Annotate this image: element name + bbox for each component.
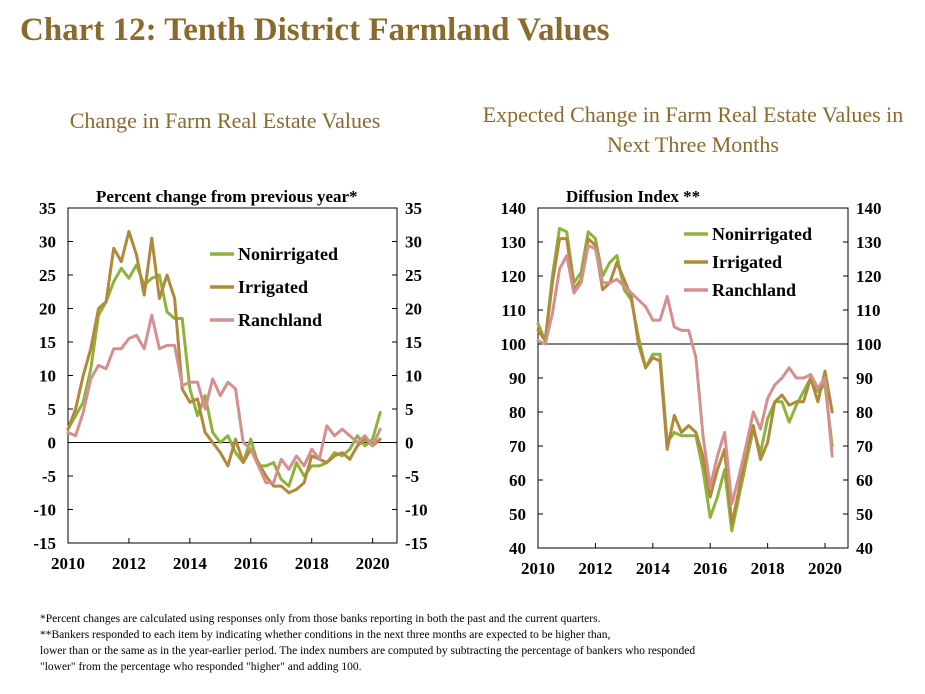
y-tick-label-right: 0 — [405, 434, 414, 453]
x-tick-label: 2018 — [751, 559, 785, 578]
y-tick-label-left: 100 — [501, 335, 527, 354]
x-tick-label: 2014 — [636, 559, 671, 578]
y-tick-label-left: 40 — [509, 539, 526, 558]
y-tick-label-left: -5 — [42, 467, 56, 486]
y-tick-label-left: 10 — [39, 367, 56, 386]
y-tick-label-right: 70 — [856, 437, 873, 456]
y-tick-label-left: 50 — [509, 505, 526, 524]
y-axis-label: Percent change from previous year* — [96, 187, 358, 206]
x-tick-label: 2016 — [234, 554, 268, 573]
left-chart-title: Change in Farm Real Estate Values — [69, 108, 381, 133]
y-tick-label-right: 110 — [856, 301, 881, 320]
y-tick-label-right: 40 — [856, 539, 873, 558]
y-tick-label-left: 35 — [39, 199, 56, 218]
y-tick-label-right: 60 — [856, 471, 873, 490]
legend-label-ranchland: Ranchland — [238, 310, 322, 330]
y-tick-label-left: 5 — [48, 400, 57, 419]
x-tick-label: 2012 — [578, 559, 612, 578]
y-tick-label-left: 15 — [39, 333, 56, 352]
right-chart-title: Expected Change in Farm Real Estate Valu… — [482, 102, 904, 157]
series-line-ranchland — [536, 243, 834, 506]
x-tick-label: 2014 — [173, 554, 208, 573]
y-axis-label: Diffusion Index ** — [566, 187, 700, 206]
y-tick-label-left: 120 — [501, 267, 527, 286]
y-tick-label-right: 100 — [856, 335, 882, 354]
y-tick-label-left: 140 — [501, 199, 527, 218]
x-tick-label: 2018 — [295, 554, 329, 573]
series-line-ranchland — [66, 313, 382, 485]
y-tick-label-right: 5 — [405, 400, 414, 419]
y-tick-label-left: 80 — [509, 403, 526, 422]
y-tick-label-right: 130 — [856, 233, 882, 252]
legend-label-nonirrigated: Nonirrigated — [712, 224, 812, 244]
y-tick-label-left: 25 — [39, 266, 56, 285]
y-tick-label-left: 110 — [501, 301, 526, 320]
y-tick-label-left: 90 — [509, 369, 526, 388]
y-tick-label-right: 140 — [856, 199, 882, 218]
y-tick-label-right: -10 — [405, 501, 428, 520]
y-tick-label-right: 15 — [405, 333, 422, 352]
footnote-line: *Percent changes are calculated using re… — [40, 613, 601, 625]
y-tick-label-left: 0 — [48, 434, 57, 453]
legend-label-nonirrigated: Nonirrigated — [238, 244, 338, 264]
footnote-line: lower than or the same as in the year-ea… — [40, 645, 696, 657]
y-tick-label-right: 10 — [405, 367, 422, 386]
y-tick-label-right: 90 — [856, 369, 873, 388]
legend-label-irrigated: Irrigated — [712, 252, 782, 272]
footnotes: *Percent changes are calculated using re… — [40, 611, 910, 675]
x-tick-label: 2020 — [356, 554, 390, 573]
y-tick-label-right: 120 — [856, 267, 882, 286]
y-tick-label-right: -15 — [405, 534, 428, 553]
y-tick-label-left: -10 — [33, 501, 56, 520]
y-tick-label-left: 70 — [509, 437, 526, 456]
x-tick-label: 2012 — [112, 554, 146, 573]
y-tick-label-right: 20 — [405, 300, 422, 319]
x-tick-label: 2010 — [51, 554, 85, 573]
legend-label-ranchland: Ranchland — [712, 280, 796, 300]
y-tick-label-left: 20 — [39, 300, 56, 319]
y-tick-label-left: 130 — [501, 233, 527, 252]
x-tick-label: 2010 — [521, 559, 555, 578]
series-line-irrigated — [66, 229, 382, 495]
x-tick-label: 2020 — [808, 559, 842, 578]
y-tick-label-right: 50 — [856, 505, 873, 524]
legend-label-irrigated: Irrigated — [238, 277, 308, 297]
y-tick-label-right: 30 — [405, 233, 422, 252]
y-tick-label-left: 30 — [39, 233, 56, 252]
y-tick-label-right: 80 — [856, 403, 873, 422]
page-title: Chart 12: Tenth District Farmland Values — [20, 12, 610, 48]
y-tick-label-right: 25 — [405, 266, 422, 285]
footnote-line: **Bankers responded to each item by indi… — [40, 629, 611, 641]
x-tick-label: 2016 — [693, 559, 727, 578]
y-tick-label-right: -5 — [405, 467, 419, 486]
y-tick-label-right: 35 — [405, 199, 422, 218]
y-tick-label-left: 60 — [509, 471, 526, 490]
y-tick-label-left: -15 — [33, 534, 56, 553]
footnote-line: "lower" from the percentage who responde… — [40, 661, 362, 673]
